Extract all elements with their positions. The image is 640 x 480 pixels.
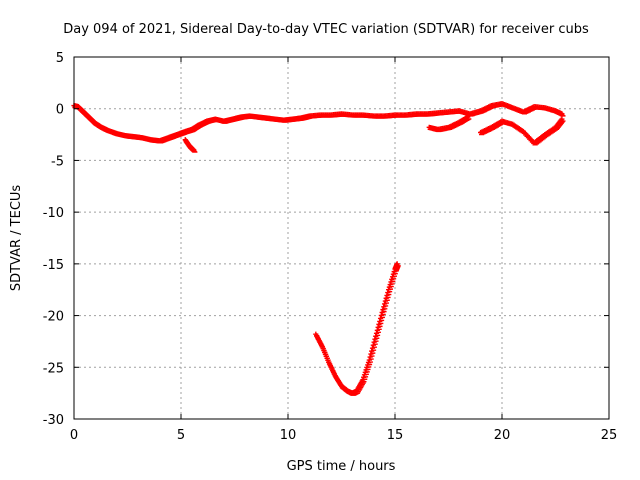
y-tick-label: 5 [56, 51, 64, 66]
data-point [378, 312, 385, 319]
data-point [377, 315, 385, 322]
data-point [379, 309, 386, 316]
y-tick-label: -30 [43, 413, 64, 428]
data-point [376, 321, 383, 328]
data-point [366, 357, 373, 363]
data-point [370, 342, 377, 348]
data-point [559, 116, 566, 122]
data-point [191, 147, 198, 153]
y-tick-label: 0 [56, 103, 64, 118]
data-point [372, 336, 379, 342]
x-tick-label: 25 [601, 428, 618, 443]
data-point [383, 295, 390, 301]
y-tick-label: -20 [43, 310, 64, 325]
data-point [465, 114, 472, 120]
x-tick-label: 10 [280, 428, 297, 443]
data-point [368, 351, 375, 357]
data-point [375, 324, 382, 331]
data-point [382, 298, 389, 304]
data-point [369, 348, 376, 354]
data-point [369, 345, 377, 351]
data-point [374, 327, 381, 334]
data-point [394, 261, 401, 267]
y-tick-label: -25 [43, 361, 64, 376]
y-tick-label: -10 [43, 206, 64, 221]
chart-title: Day 094 of 2021, Sidereal Day-to-day VTE… [63, 22, 589, 37]
y-axis-label: SDTVAR / TECUs [9, 185, 24, 292]
x-tick-label: 0 [70, 428, 78, 443]
data-point [371, 339, 378, 345]
data-point [384, 292, 391, 299]
data-point [559, 111, 566, 117]
x-tick-label: 20 [494, 428, 511, 443]
data-point [381, 301, 389, 307]
y-tick-label: -15 [43, 258, 64, 273]
data-point [385, 289, 392, 296]
series-lower-branch-1 [426, 114, 472, 133]
x-tick-label: 15 [387, 428, 404, 443]
series-upper-track [71, 100, 566, 144]
data-point [367, 354, 374, 360]
series-short-branch [182, 137, 198, 153]
data-point [373, 330, 381, 336]
data-point [373, 333, 380, 339]
data-point [380, 307, 387, 313]
data-point [377, 318, 384, 325]
y-tick-label: -5 [51, 154, 64, 169]
series-v-arc [313, 261, 401, 396]
series-layer [71, 100, 566, 396]
x-tick-label: 5 [177, 428, 185, 443]
x-axis-label: GPS time / hours [287, 459, 396, 474]
series-lower-branch-2 [478, 116, 566, 146]
axis-ticks: 0 5 10 15 20 25 5 0 -5 -10 -15 -20 -25 -30 [43, 51, 618, 443]
plot-frame [73, 56, 610, 420]
data-point [381, 304, 388, 310]
